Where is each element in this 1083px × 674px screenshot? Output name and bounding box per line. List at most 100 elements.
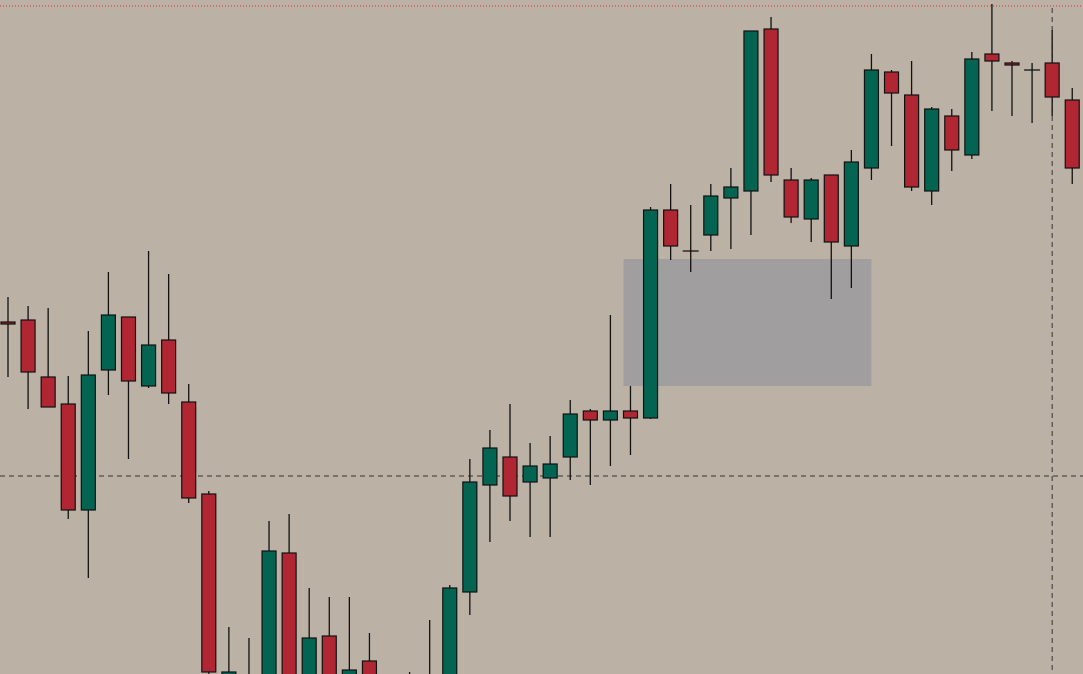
candle-11 <box>221 627 237 674</box>
candle-body-bearish <box>502 456 518 497</box>
candle-9 <box>181 384 197 503</box>
candle-body-bearish <box>984 53 1000 62</box>
candle-body-bearish <box>622 410 639 419</box>
candle-13 <box>261 521 277 674</box>
candle-body-bullish <box>642 209 659 419</box>
candle-body-bullish <box>462 481 478 593</box>
candle-52 <box>1044 30 1060 116</box>
candle-body-bullish <box>703 195 719 236</box>
candle-12 <box>248 638 250 674</box>
candle-body-bearish <box>40 376 56 408</box>
candle-body-bullish <box>341 669 357 674</box>
candle-body-bullish <box>442 587 458 674</box>
candle-22 <box>442 585 458 674</box>
candle-body-bearish <box>944 115 960 151</box>
candle-23 <box>462 459 478 615</box>
candle-body-bullish <box>803 179 819 220</box>
candle-53 <box>1064 88 1080 184</box>
candle-27 <box>542 436 558 537</box>
candle-25 <box>502 404 518 521</box>
candle-body-bearish <box>321 635 337 674</box>
candle-38 <box>763 17 779 182</box>
candle-body-bearish <box>281 552 297 674</box>
candle-body-bullish <box>924 108 940 192</box>
candle-41 <box>823 174 839 299</box>
candle-body-bearish <box>823 174 839 243</box>
candle-body-bullish <box>843 161 859 247</box>
candle-35 <box>703 184 719 251</box>
candle-body-bearish <box>60 403 76 511</box>
candle-29 <box>582 409 598 485</box>
candle-47 <box>944 109 960 171</box>
candle-34 <box>682 205 699 272</box>
candle-21 <box>429 620 431 674</box>
candle-body-bearish <box>582 410 598 421</box>
candle-body-bullish <box>743 30 759 192</box>
candle-body-bearish <box>763 28 779 176</box>
candle-0 <box>0 297 16 377</box>
candle-body-bullish <box>522 465 538 483</box>
candle-body-bullish <box>80 374 96 511</box>
candle-1 <box>20 306 36 409</box>
price-zone-rectangle <box>623 259 872 386</box>
candle-28 <box>562 400 578 480</box>
candle-body-bullish <box>863 69 880 169</box>
candle-body-bullish <box>723 186 739 199</box>
candle-7 <box>140 251 157 388</box>
candle-body-bullish <box>602 410 619 421</box>
candle-2 <box>40 308 56 408</box>
candle-24 <box>482 430 498 542</box>
candle-body-bullish <box>100 314 117 371</box>
candle-49 <box>984 4 1000 111</box>
candle-33 <box>663 184 679 260</box>
candle-46 <box>924 107 940 205</box>
candle-body-bearish <box>120 316 137 382</box>
candle-16 <box>321 597 337 674</box>
candle-17 <box>341 597 357 674</box>
candle-body-bearish <box>0 321 16 325</box>
candle-body-bullish <box>140 344 157 387</box>
candle-body-bearish <box>181 401 197 499</box>
candle-45 <box>903 61 920 191</box>
candle-body-bullish <box>562 413 578 458</box>
candle-26 <box>522 443 538 537</box>
candle-body-bullish <box>964 58 980 156</box>
candle-body-bullish <box>542 463 558 479</box>
candle-18 <box>361 633 378 674</box>
candle-6 <box>120 316 137 459</box>
candle-body-bullish <box>482 447 498 486</box>
candle-body-bearish <box>663 209 679 247</box>
candle-37 <box>743 30 759 235</box>
candle-body-bearish <box>903 94 920 188</box>
candle-40 <box>803 178 819 242</box>
candle-14 <box>281 514 297 674</box>
candle-48 <box>964 52 980 159</box>
candle-body-bullish <box>221 671 237 674</box>
candle-43 <box>863 54 880 180</box>
candle-body-bearish <box>1004 62 1020 66</box>
candle-44 <box>883 70 900 146</box>
candle-5 <box>100 272 117 395</box>
candle-body-bearish <box>883 71 900 94</box>
candle-body-bearish <box>783 179 799 218</box>
candle-body-bullish <box>301 637 317 674</box>
candle-4 <box>80 331 96 578</box>
candle-32 <box>642 207 659 419</box>
candle-8 <box>161 274 177 404</box>
candle-body-bearish <box>361 660 378 674</box>
candle-15 <box>301 588 317 674</box>
candle-31 <box>622 386 639 455</box>
candle-30 <box>602 315 619 466</box>
candle-body-bullish <box>261 550 277 674</box>
candle-42 <box>843 150 859 288</box>
candle-body-bearish <box>20 319 36 373</box>
candle-39 <box>783 168 799 223</box>
candle-36 <box>723 168 739 249</box>
candle-body-bearish <box>1064 99 1080 169</box>
candle-3 <box>60 376 76 519</box>
candle-10 <box>201 491 217 674</box>
candle-50 <box>1004 61 1020 116</box>
candle-body-bearish <box>161 339 177 394</box>
